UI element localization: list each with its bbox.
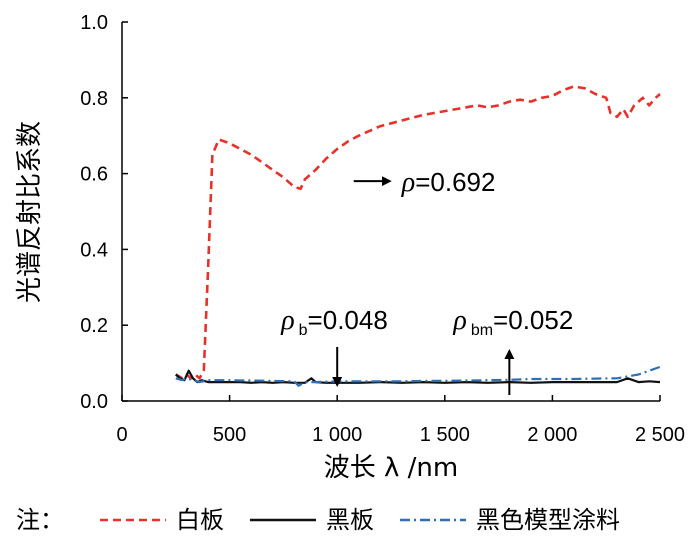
x-tick-label: 0	[116, 424, 127, 446]
annotation-subscript: bm	[471, 322, 493, 339]
legend-label: 白板	[176, 506, 224, 534]
annotation-value: =0.048	[308, 305, 388, 335]
annotation-label: ρ bm=0.052	[452, 305, 573, 339]
annotation-1: ρ=0.692	[353, 167, 496, 198]
series-line-3	[175, 365, 661, 387]
x-tick-label: 2 000	[527, 424, 577, 446]
legend: 注： 白板 黑板 黑色模型涂料	[16, 506, 620, 534]
x-tick-label: 1 500	[420, 424, 470, 446]
y-tick-label: 0.6	[80, 164, 108, 186]
legend-label: 黑色模型涂料	[476, 506, 620, 534]
annotation-value: =0.052	[493, 305, 573, 335]
y-ticks: 0.0 0.2 0.4 0.6 0.8 1.0	[80, 12, 128, 413]
y-tick-label: 0.4	[80, 239, 108, 261]
y-tick-label: 0.8	[80, 88, 108, 110]
y-tick-label: 0.0	[80, 391, 108, 413]
annotation-subscript: b	[299, 322, 308, 339]
legend-item-2: 黑板	[250, 506, 374, 534]
x-tick-label: 500	[213, 424, 246, 446]
annotation-3: ρ bm=0.052	[452, 305, 573, 395]
y-tick-label: 1.0	[80, 12, 108, 34]
legend-label: 黑板	[326, 506, 374, 534]
annotation-symbol: ρ	[280, 305, 294, 336]
legend-prefix: 注：	[16, 506, 64, 534]
series-layer	[175, 85, 661, 387]
annotation-symbol: ρ	[452, 305, 466, 336]
x-ticks: 0 500 1 000 1 500 2 000 2 500	[116, 395, 685, 446]
annotation-symbol: ρ	[401, 167, 415, 198]
x-axis-title: 波长 λ /nm	[324, 453, 458, 483]
annotation-label: ρ=0.692	[401, 167, 496, 198]
legend-item-1: 白板	[100, 506, 224, 534]
x-tick-label: 1 000	[312, 424, 362, 446]
y-tick-label: 0.2	[80, 315, 108, 337]
x-tick-label: 2 500	[635, 424, 685, 446]
legend-item-3: 黑色模型涂料	[400, 506, 620, 534]
annotation-value: =0.692	[415, 167, 495, 197]
annotation-2: ρ b=0.048	[280, 305, 388, 387]
series-line-1	[175, 85, 661, 380]
y-axis-title: 光谱反射比系数	[15, 121, 45, 303]
annotation-label: ρ b=0.048	[280, 305, 388, 339]
